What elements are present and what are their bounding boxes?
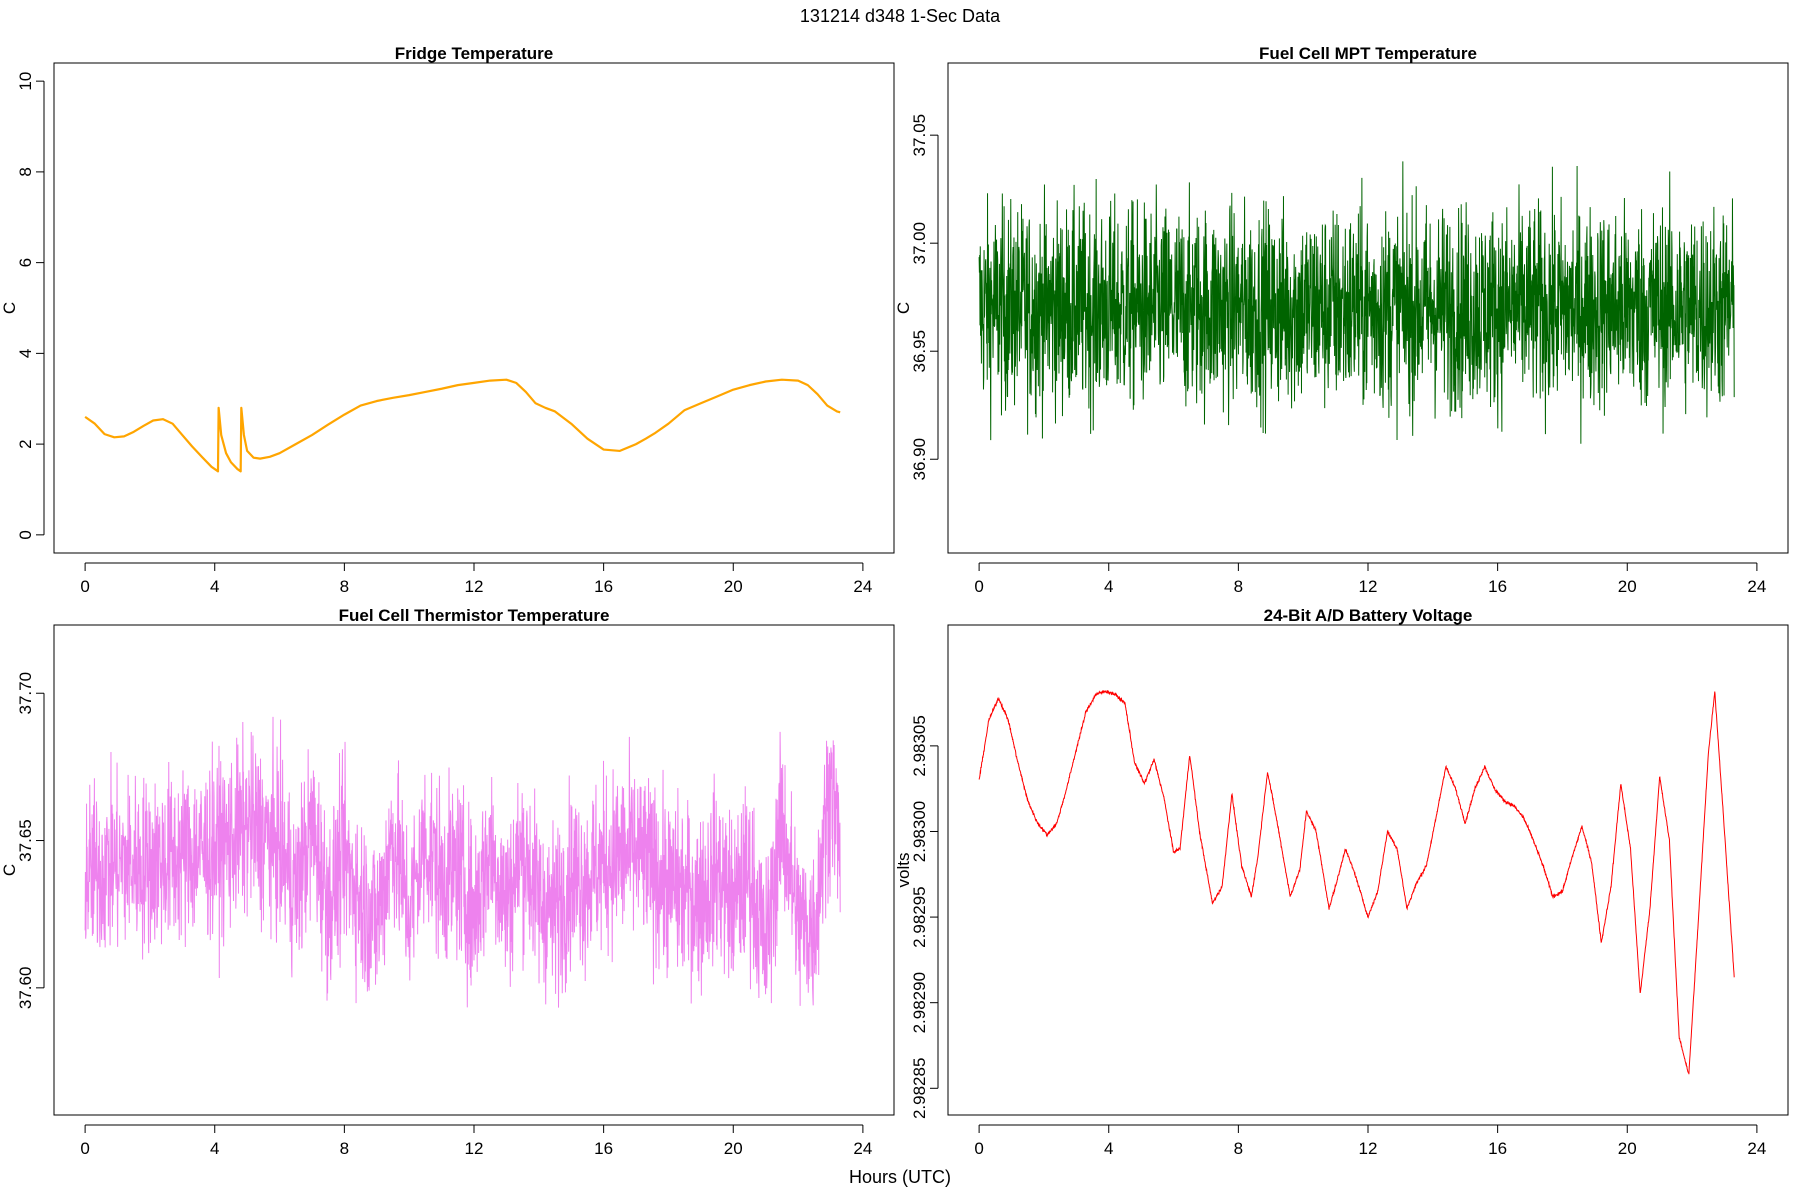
plot-frame — [53, 62, 895, 554]
y-tick-label: 0 — [16, 530, 35, 539]
x-tick-label: 8 — [1234, 1139, 1243, 1158]
y-tick-label: 37.70 — [16, 672, 35, 715]
y-tick-label: 37.65 — [16, 819, 35, 862]
shared-x-axis-title: Hours (UTC) — [849, 1167, 951, 1187]
y-tick-label: 2.98285 — [910, 1058, 929, 1119]
y-axis-label: volts — [894, 853, 913, 888]
x-tick-label: 8 — [1234, 577, 1243, 596]
x-tick-label: 0 — [80, 1139, 89, 1158]
y-tick-label: 2.98295 — [910, 886, 929, 947]
x-tick-label: 0 — [974, 1139, 983, 1158]
y-axis-label: C — [0, 864, 19, 876]
main-title: 131214 d348 1-Sec Data — [799, 6, 1001, 26]
panel-title: Fridge Temperature — [395, 44, 553, 63]
x-tick-label: 4 — [210, 577, 219, 596]
x-tick-label: 20 — [1618, 1139, 1637, 1158]
y-tick-label: 2.98290 — [910, 972, 929, 1033]
plot-frame — [947, 624, 1789, 1116]
x-tick-label: 4 — [1104, 1139, 1113, 1158]
y-tick-label: 6 — [16, 258, 35, 267]
x-tick-label: 0 — [974, 577, 983, 596]
x-tick-label: 4 — [1104, 577, 1113, 596]
y-tick-label: 36.90 — [910, 438, 929, 481]
x-tick-label: 16 — [594, 1139, 613, 1158]
panel-mpt: Fuel Cell MPT Temperature 0 4 8 12 16 20 24 36.9… — [894, 44, 1789, 596]
plot-frame — [947, 62, 1789, 554]
x-tick-label: 20 — [724, 577, 743, 596]
y-tick-label: 10 — [16, 72, 35, 91]
y-tick-label: 2.98300 — [910, 801, 929, 862]
x-tick-label: 16 — [594, 577, 613, 596]
x-tick-label: 20 — [724, 1139, 743, 1158]
x-tick-label: 24 — [853, 577, 872, 596]
panel-battery: 24-Bit A/D Battery Voltage 0 4 8 12 16 20 24 2.9… — [894, 606, 1789, 1158]
y-tick-label: 4 — [16, 349, 35, 358]
y-tick-label: 37.05 — [910, 114, 929, 157]
x-tick-label: 24 — [853, 1139, 872, 1158]
x-tick-label: 12 — [465, 577, 484, 596]
x-tick-label: 8 — [340, 1139, 349, 1158]
series-line — [978, 689, 1735, 1075]
y-axis-label: C — [0, 302, 19, 314]
x-tick-label: 12 — [465, 1139, 484, 1158]
y-axis-label: C — [894, 302, 913, 314]
panel-title: Fuel Cell MPT Temperature — [1259, 44, 1477, 63]
series-line — [978, 161, 1735, 444]
x-tick-label: 12 — [1359, 577, 1378, 596]
y-tick-label: 36.95 — [910, 330, 929, 373]
plot-frame — [53, 624, 895, 1116]
panel-title: Fuel Cell Thermistor Temperature — [339, 606, 610, 625]
x-tick-label: 0 — [80, 577, 89, 596]
y-tick-label: 37.00 — [910, 222, 929, 265]
x-tick-label: 24 — [1747, 1139, 1766, 1158]
x-tick-label: 4 — [210, 1139, 219, 1158]
x-tick-label: 16 — [1488, 1139, 1507, 1158]
y-tick-label: 2 — [16, 439, 35, 448]
series-line — [84, 378, 841, 473]
panel-thermistor: Fuel Cell Thermistor Temperature 0 4 8 12 16 2… — [0, 606, 895, 1158]
x-tick-label: 16 — [1488, 577, 1507, 596]
y-tick-label: 37.60 — [16, 967, 35, 1010]
panel-title: 24-Bit A/D Battery Voltage — [1264, 606, 1473, 625]
x-tick-label: 24 — [1747, 577, 1766, 596]
series-line — [84, 716, 841, 1008]
x-tick-label: 20 — [1618, 577, 1637, 596]
y-tick-label: 8 — [16, 167, 35, 176]
y-tick-label: 2.98305 — [910, 715, 929, 776]
x-tick-label: 8 — [340, 577, 349, 596]
x-tick-label: 12 — [1359, 1139, 1378, 1158]
